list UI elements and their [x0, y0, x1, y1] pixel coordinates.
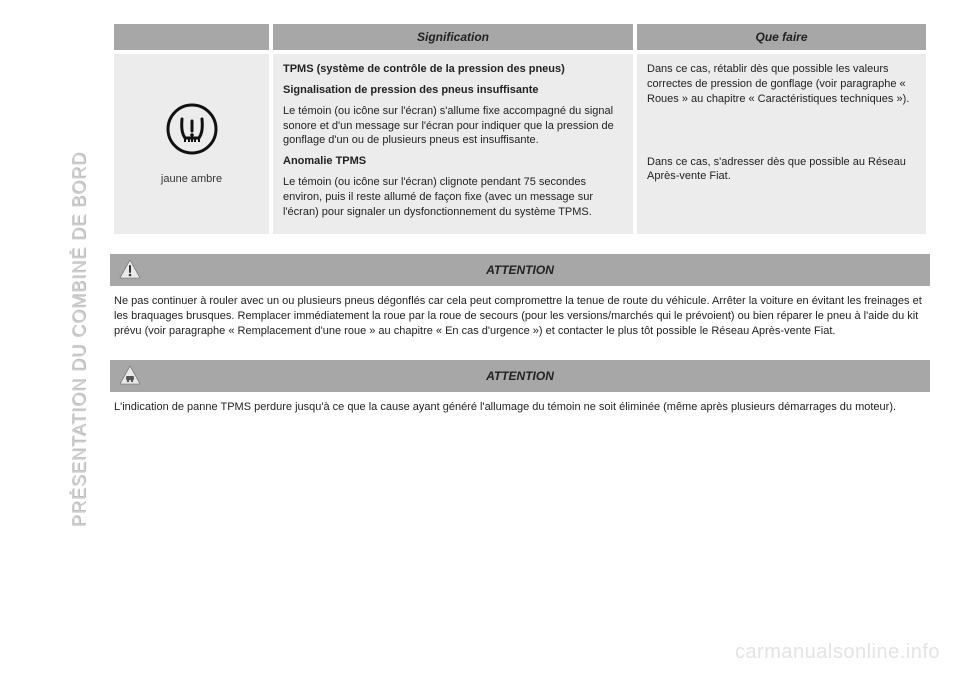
watermark: carmanualsonline.info — [735, 641, 940, 664]
attention-text-2: L'indication de panne TPMS perdure jusqu… — [110, 392, 930, 421]
quefaire-cell: Dans ce cas, rétablir dès que possible l… — [637, 54, 926, 234]
icon-cell: jaune ambre — [114, 54, 269, 234]
attention-bar-1: ATTENTION — [110, 254, 930, 286]
indicator-table: Signification Que faire — [110, 20, 930, 238]
page-content: Signification Que faire — [110, 20, 930, 435]
signification-sub2: Anomalie TPMS — [283, 155, 366, 167]
tpms-icon — [164, 101, 220, 162]
header-blank — [114, 24, 269, 50]
attention-title-2: ATTENTION — [154, 369, 886, 383]
signification-heading: TPMS (système de contrôle de la pression… — [283, 63, 565, 75]
attention-text-1: Ne pas continuer à rouler avec un ou plu… — [110, 286, 930, 346]
side-section-label-text: PRÉSENTATION DU COMBINÉ DE BORD — [70, 151, 91, 526]
side-section-label: PRÉSENTATION DU COMBINÉ DE BORD — [60, 40, 100, 638]
attention-bar-2: ATTENTION — [110, 360, 930, 392]
icon-color-label: jaune ambre — [124, 172, 259, 187]
header-signification: Signification — [273, 24, 633, 50]
quefaire-body2: Dans ce cas, s'adresser dès que possible… — [647, 155, 916, 185]
attention-block-2: ATTENTION L'indication de panne TPMS per… — [110, 360, 930, 421]
table-row: jaune ambre TPMS (système de contrôle de… — [114, 54, 926, 234]
signification-body1: Le témoin (ou icône sur l'écran) s'allum… — [283, 104, 623, 149]
signification-body2: Le témoin (ou icône sur l'écran) clignot… — [283, 175, 623, 220]
signification-sub1: Signalisation de pression des pneus insu… — [283, 84, 539, 96]
quefaire-body1: Dans ce cas, rétablir dès que possible l… — [647, 62, 916, 107]
car-warning-icon — [118, 364, 142, 388]
table-header-row: Signification Que faire — [114, 24, 926, 50]
attention-title-1: ATTENTION — [154, 263, 886, 277]
header-quefaire: Que faire — [637, 24, 926, 50]
attention-block-1: ATTENTION Ne pas continuer à rouler avec… — [110, 254, 930, 346]
warning-icon — [118, 258, 142, 282]
signification-cell: TPMS (système de contrôle de la pression… — [273, 54, 633, 234]
